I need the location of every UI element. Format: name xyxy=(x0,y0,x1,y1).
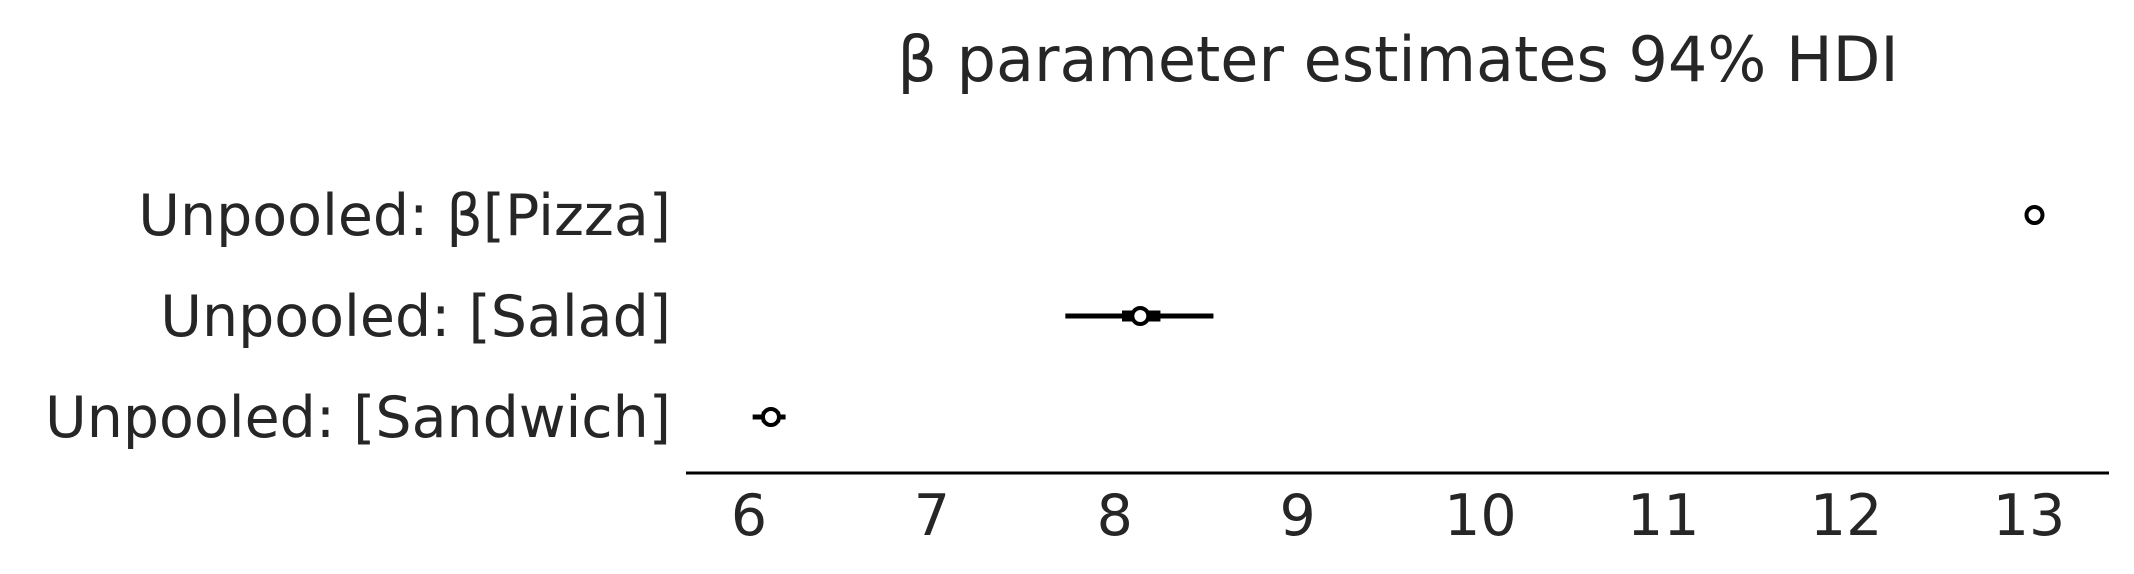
x-tick-label: 9 xyxy=(1279,483,1315,549)
y-label: Unpooled: [Salad] xyxy=(160,284,671,350)
mean-point xyxy=(2024,205,2045,225)
x-tick-label: 7 xyxy=(914,483,950,549)
x-tick-label: 11 xyxy=(1627,483,1700,549)
chart-title: β parameter estimates 94% HDI xyxy=(897,23,1898,96)
x-tick-label: 13 xyxy=(1993,483,2066,549)
x-tick-label: 6 xyxy=(731,483,767,549)
x-tick-label: 8 xyxy=(1097,483,1133,549)
mean-point xyxy=(1130,306,1151,326)
mean-point xyxy=(760,407,781,427)
y-label: Unpooled: [Sandwich] xyxy=(45,385,671,451)
y-axis-labels: Unpooled: β[Pizza] Unpooled: [Salad] Unpoo… xyxy=(45,183,671,451)
x-tick-label: 12 xyxy=(1810,483,1883,549)
x-axis-ticks: 6 7 8 9 10 11 12 13 xyxy=(731,483,2065,549)
x-tick-label: 10 xyxy=(1444,483,1517,549)
y-label: Unpooled: β[Pizza] xyxy=(138,183,671,249)
plot-marks xyxy=(752,205,2045,427)
